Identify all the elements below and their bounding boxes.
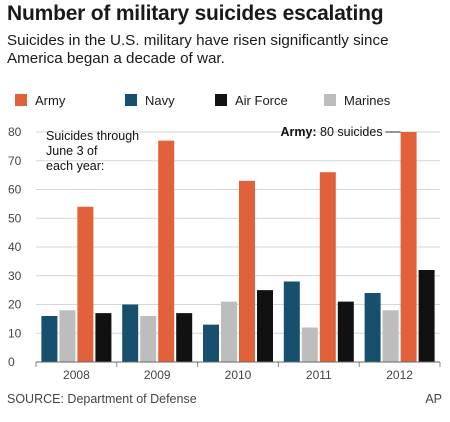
bar-navy-2010 xyxy=(203,324,219,362)
bar-marines-2010 xyxy=(221,301,237,362)
bar-army-2012 xyxy=(400,132,417,362)
chart-note-line-1: Suicides through xyxy=(46,129,139,143)
bar-army-2011 xyxy=(319,172,336,362)
legend-swatch-air-force xyxy=(215,94,227,106)
legend-swatch-army xyxy=(15,94,27,106)
bar-navy-2008 xyxy=(41,316,58,362)
y-tick-20: 20 xyxy=(8,298,22,312)
chart-legend: Army Navy Air Force Marines xyxy=(7,92,447,110)
y-tick-60: 60 xyxy=(8,183,22,197)
bar-army-2010 xyxy=(239,180,255,362)
y-tick-50: 50 xyxy=(8,211,22,225)
y-tick-80: 80 xyxy=(8,125,22,139)
army-callout: Army: 80 suicides xyxy=(280,125,401,139)
callout-label: Army: 80 suicides xyxy=(280,125,382,139)
y-tick-30: 30 xyxy=(8,269,22,283)
legend-swatch-marines xyxy=(324,94,336,106)
bar-air-force-2010 xyxy=(257,290,273,362)
chart-title: Number of military suicides escalating xyxy=(7,2,384,25)
callout-series: Army: xyxy=(280,125,316,139)
legend-label-army: Army xyxy=(35,93,66,108)
legend-item-marines: Marines xyxy=(324,92,390,110)
chart-note: Suicides through June 3 of each year: xyxy=(46,129,139,173)
bar-marines-2012 xyxy=(382,310,399,362)
legend-item-army: Army xyxy=(15,92,65,110)
x-tick-2009: 2009 xyxy=(144,368,171,382)
chart-subtitle: Suicides in the U.S. military have risen… xyxy=(7,32,389,67)
bar-air-force-2008 xyxy=(95,313,112,362)
chart-note-line-3: each year: xyxy=(46,159,104,173)
x-tick-2012: 2012 xyxy=(386,368,413,382)
bar-marines-2008 xyxy=(59,310,76,362)
chart-note-line-2: June 3 of xyxy=(46,144,98,158)
bars xyxy=(41,132,435,362)
x-tick-2011: 2011 xyxy=(306,368,332,382)
legend-label-navy: Navy xyxy=(145,93,175,108)
legend-swatch-navy xyxy=(125,94,137,106)
legend-item-navy: Navy xyxy=(125,92,175,110)
bar-navy-2012 xyxy=(364,293,381,362)
y-tick-10: 10 xyxy=(8,326,22,340)
y-tick-40: 40 xyxy=(8,240,22,254)
bar-air-force-2011 xyxy=(337,301,354,362)
bar-army-2009 xyxy=(158,140,175,362)
bar-air-force-2012 xyxy=(418,270,435,362)
x-tick-2010: 2010 xyxy=(225,368,252,382)
bar-army-2008 xyxy=(77,206,94,362)
bar-air-force-2009 xyxy=(176,313,193,362)
y-tick-0: 0 xyxy=(8,355,15,369)
bar-marines-2009 xyxy=(140,316,157,362)
source-credit: SOURCE: Department of Defense xyxy=(7,392,197,406)
bar-navy-2011 xyxy=(283,281,300,362)
legend-item-air-force: Air Force xyxy=(215,92,288,110)
ap-credit: AP xyxy=(425,392,442,406)
chart-footer: SOURCE: Department of Defense AP xyxy=(7,392,442,410)
y-tick-70: 70 xyxy=(8,154,22,168)
y-axis-ticks: 0 10 20 30 40 50 60 70 80 xyxy=(8,125,22,369)
callout-value: 80 suicides xyxy=(317,125,383,139)
bar-marines-2011 xyxy=(301,327,318,362)
bar-navy-2009 xyxy=(122,304,139,362)
x-tick-2008: 2008 xyxy=(63,368,90,382)
legend-label-marines: Marines xyxy=(344,93,391,108)
x-axis-ticks: 2008 2009 2010 2011 2012 xyxy=(35,362,441,382)
legend-label-air-force: Air Force xyxy=(235,93,288,108)
